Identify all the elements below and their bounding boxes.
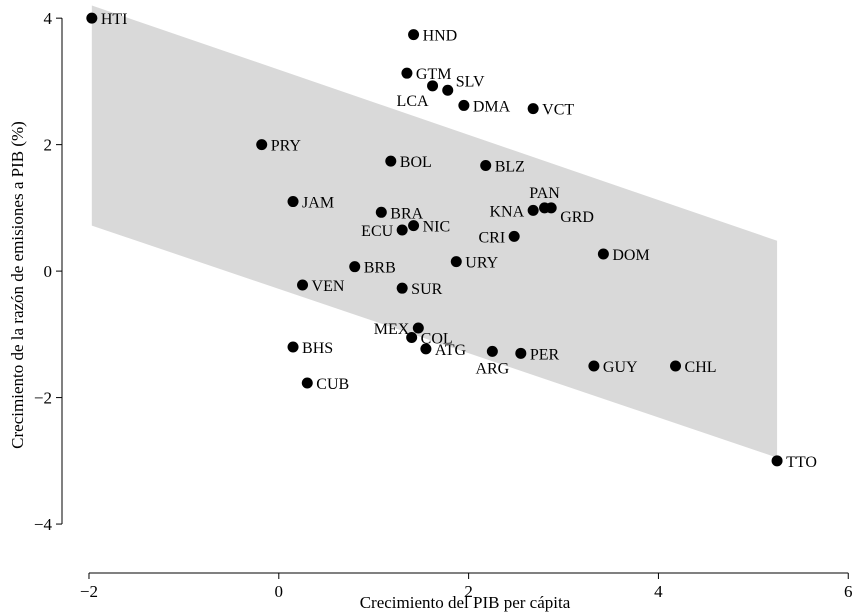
data-point	[515, 347, 527, 359]
data-label: GRD	[560, 209, 594, 226]
x-axis-title: Crecimiento del PIB per cápita	[360, 593, 571, 612]
confidence-band-layer	[91, 5, 778, 458]
y-tick-label: 4	[44, 9, 53, 28]
data-point	[408, 29, 420, 41]
data-point	[396, 282, 408, 294]
data-label: BRB	[364, 260, 396, 277]
data-point	[287, 196, 299, 208]
data-label: TTO	[786, 454, 817, 471]
data-label: CHL	[685, 359, 717, 376]
data-label: GTM	[416, 66, 452, 83]
data-point	[588, 360, 600, 372]
data-label: SUR	[411, 281, 442, 298]
data-label: URY	[465, 255, 498, 272]
axes: −2 0 2 4 6 −4 −2 0 2 4	[34, 9, 853, 601]
data-label: BHS	[302, 340, 333, 357]
confidence-band	[91, 5, 778, 458]
data-label: LCA	[397, 93, 429, 110]
data-label: KNA	[489, 203, 524, 220]
y-axis-title: Crecimiento de la razón de emisiones a P…	[8, 121, 27, 449]
x-tick-label: −2	[80, 582, 98, 601]
data-points	[86, 12, 783, 467]
data-point	[420, 343, 432, 355]
data-label: ARG	[475, 360, 509, 377]
data-point	[670, 360, 682, 372]
data-point	[527, 204, 539, 216]
data-point	[406, 332, 418, 344]
data-label: JAM	[302, 195, 334, 212]
y-tick-label: 2	[44, 136, 53, 155]
data-point	[287, 341, 299, 353]
data-point	[458, 99, 470, 111]
data-label: PER	[530, 346, 560, 363]
data-point	[508, 230, 520, 242]
data-point	[349, 261, 361, 273]
data-point	[297, 279, 309, 291]
data-label: BOL	[400, 154, 432, 171]
data-point	[480, 160, 492, 172]
data-label: CRI	[479, 229, 506, 246]
data-point	[545, 202, 557, 214]
data-point	[396, 224, 408, 236]
x-tick-label: 0	[275, 582, 284, 601]
data-point	[375, 206, 387, 218]
data-label: ECU	[361, 223, 393, 240]
data-point	[412, 322, 424, 334]
data-point	[771, 455, 783, 467]
data-point	[256, 139, 268, 151]
data-label: VEN	[312, 278, 345, 295]
data-point	[86, 12, 98, 24]
data-label: DOM	[612, 247, 649, 264]
x-tick-label: 6	[844, 582, 853, 601]
data-label: BRA	[390, 205, 423, 222]
data-label: HND	[423, 28, 458, 45]
data-point	[408, 220, 420, 232]
data-label: COL	[421, 331, 453, 348]
data-point	[442, 84, 454, 96]
data-point	[301, 377, 313, 389]
data-label: VCT	[542, 102, 574, 119]
data-label: BLZ	[495, 159, 525, 176]
data-point	[527, 103, 539, 115]
y-tick-label: 0	[44, 262, 53, 281]
x-tick-label: 2	[464, 582, 473, 601]
data-point	[385, 155, 397, 167]
data-label: PRY	[271, 138, 302, 155]
data-point	[427, 80, 439, 92]
data-label: GUY	[603, 359, 638, 376]
y-tick-label: −4	[34, 515, 53, 534]
data-labels: HTI HND GTM LCA SLV DMA VCT PRY BOL BLZ JAM BRA KNA P…	[101, 11, 817, 471]
data-label: DMA	[473, 98, 511, 115]
data-point	[401, 67, 413, 79]
data-label: ATG	[435, 342, 467, 359]
data-label: MEX	[374, 321, 410, 338]
data-point	[486, 345, 498, 357]
data-label: HTI	[101, 11, 128, 28]
data-label: NIC	[423, 219, 451, 236]
x-tick-label: 4	[654, 582, 663, 601]
data-label: PAN	[529, 185, 560, 202]
y-tick-label: −2	[34, 389, 52, 408]
data-point	[597, 248, 609, 260]
data-point	[450, 256, 462, 268]
data-label: SLV	[456, 73, 485, 90]
data-label: CUB	[316, 376, 349, 393]
